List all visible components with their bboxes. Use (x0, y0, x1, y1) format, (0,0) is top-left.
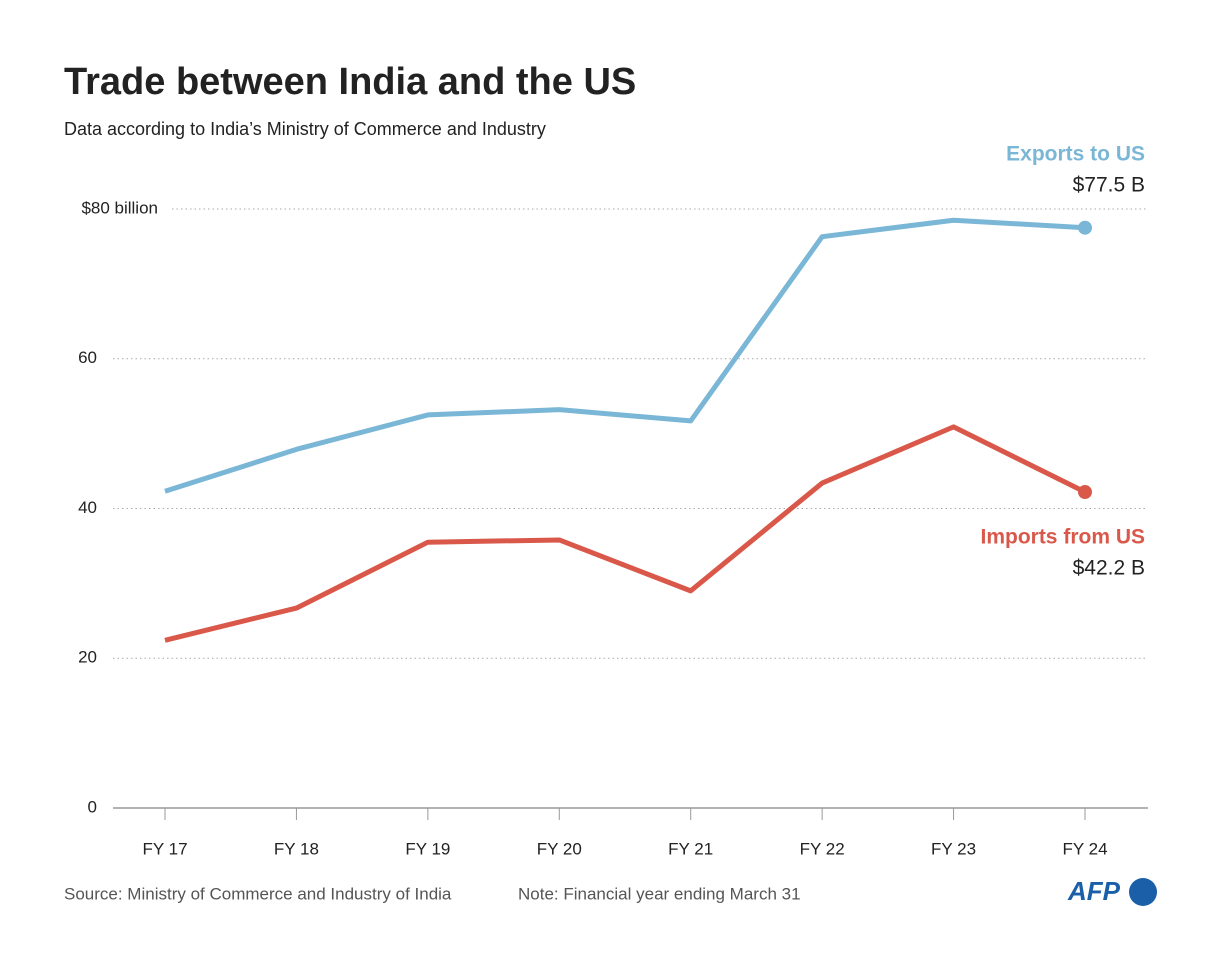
end-point (1078, 485, 1092, 500)
chart-subtitle: Data according to India’s Ministry of Co… (64, 119, 546, 139)
y-tick-label: 20 (78, 648, 97, 667)
logo-dot (1129, 878, 1157, 906)
series-line (164, 217, 1086, 494)
y-tick-label: 0 (88, 797, 97, 816)
series-label: Imports from US (980, 526, 1145, 549)
note: Note: Financial year ending March 31 (518, 884, 801, 903)
value-label: $42.2 B (1073, 557, 1145, 580)
logo: AFP (1067, 876, 1121, 906)
y-tick-label: 40 (78, 498, 97, 517)
x-tick-label: FY 20 (537, 839, 582, 858)
x-tick-label: FY 22 (800, 839, 845, 858)
x-tick-label: FY 24 (1062, 839, 1107, 858)
x-tick-label: FY 21 (668, 839, 713, 858)
chart-title: Trade between India and the US (64, 61, 636, 103)
x-tick-label: FY 19 (405, 839, 450, 858)
y-tick-label: 60 (78, 348, 97, 367)
end-point (1078, 220, 1092, 235)
source: Source: Ministry of Commerce and Industr… (64, 884, 452, 903)
series-label: Exports to US (1006, 143, 1145, 166)
series-line (164, 424, 1087, 643)
x-tick-label: FY 17 (142, 839, 187, 858)
value-label: $77.5 B (1073, 174, 1145, 197)
x-tick-label: FY 18 (274, 839, 319, 858)
x-tick-label: FY 23 (931, 839, 976, 858)
y-tick-label: $80 billion (81, 198, 158, 217)
